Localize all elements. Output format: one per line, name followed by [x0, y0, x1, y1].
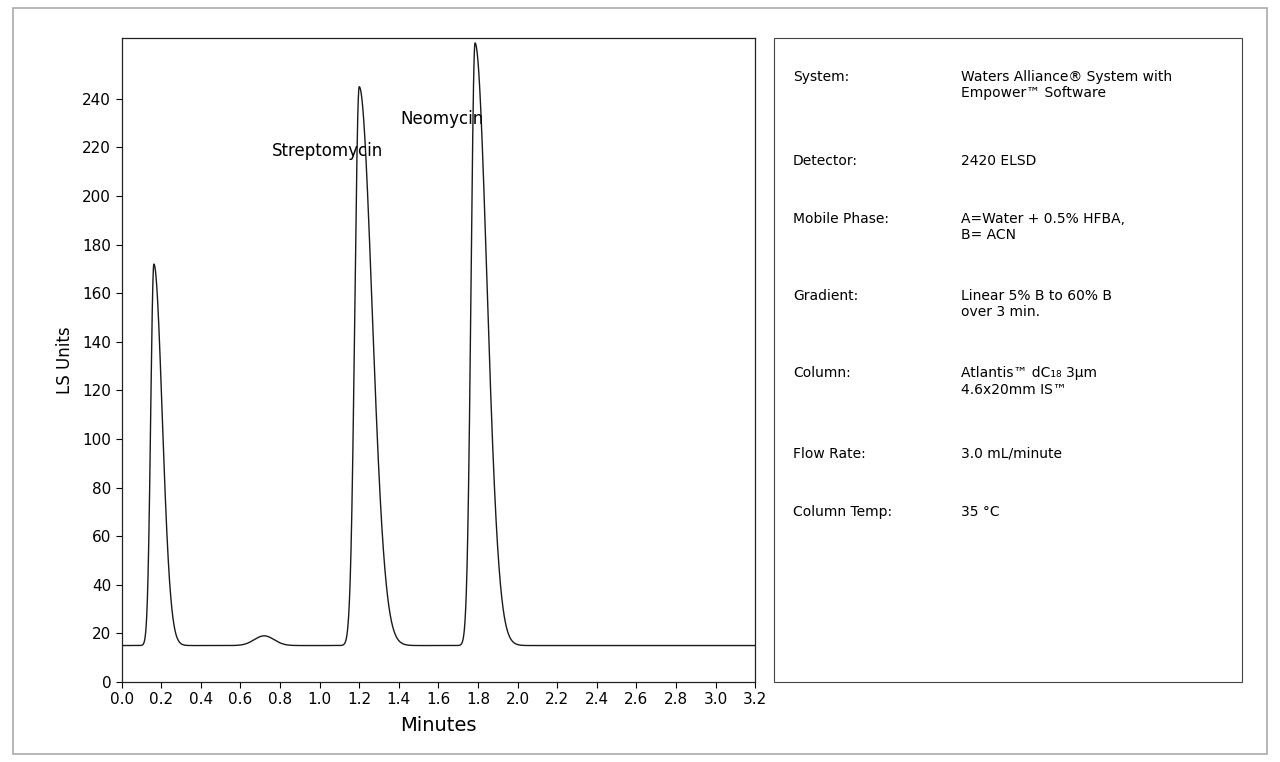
Text: Linear 5% B to 60% B
over 3 min.: Linear 5% B to 60% B over 3 min.: [961, 290, 1112, 319]
Text: Mobile Phase:: Mobile Phase:: [794, 212, 890, 226]
Text: Atlantis™ dC₁₈ 3μm
4.6x20mm IS™: Atlantis™ dC₁₈ 3μm 4.6x20mm IS™: [961, 367, 1097, 397]
Text: System:: System:: [794, 70, 850, 85]
Text: Detector:: Detector:: [794, 154, 858, 168]
Text: Waters Alliance® System with
Empower™ Software: Waters Alliance® System with Empower™ So…: [961, 70, 1172, 101]
Text: Column Temp:: Column Temp:: [794, 505, 892, 519]
Text: Flow Rate:: Flow Rate:: [794, 447, 865, 461]
Y-axis label: LS Units: LS Units: [56, 326, 74, 394]
Text: Neomycin: Neomycin: [401, 110, 484, 128]
X-axis label: Minutes: Minutes: [401, 716, 476, 735]
Text: 2420 ELSD: 2420 ELSD: [961, 154, 1037, 168]
Text: Column:: Column:: [794, 367, 851, 380]
Text: A=Water + 0.5% HFBA,
B= ACN: A=Water + 0.5% HFBA, B= ACN: [961, 212, 1125, 242]
Text: 35 °C: 35 °C: [961, 505, 1000, 519]
Text: Gradient:: Gradient:: [794, 290, 859, 303]
Text: 3.0 mL/minute: 3.0 mL/minute: [961, 447, 1062, 461]
Text: Streptomycin: Streptomycin: [271, 142, 383, 159]
